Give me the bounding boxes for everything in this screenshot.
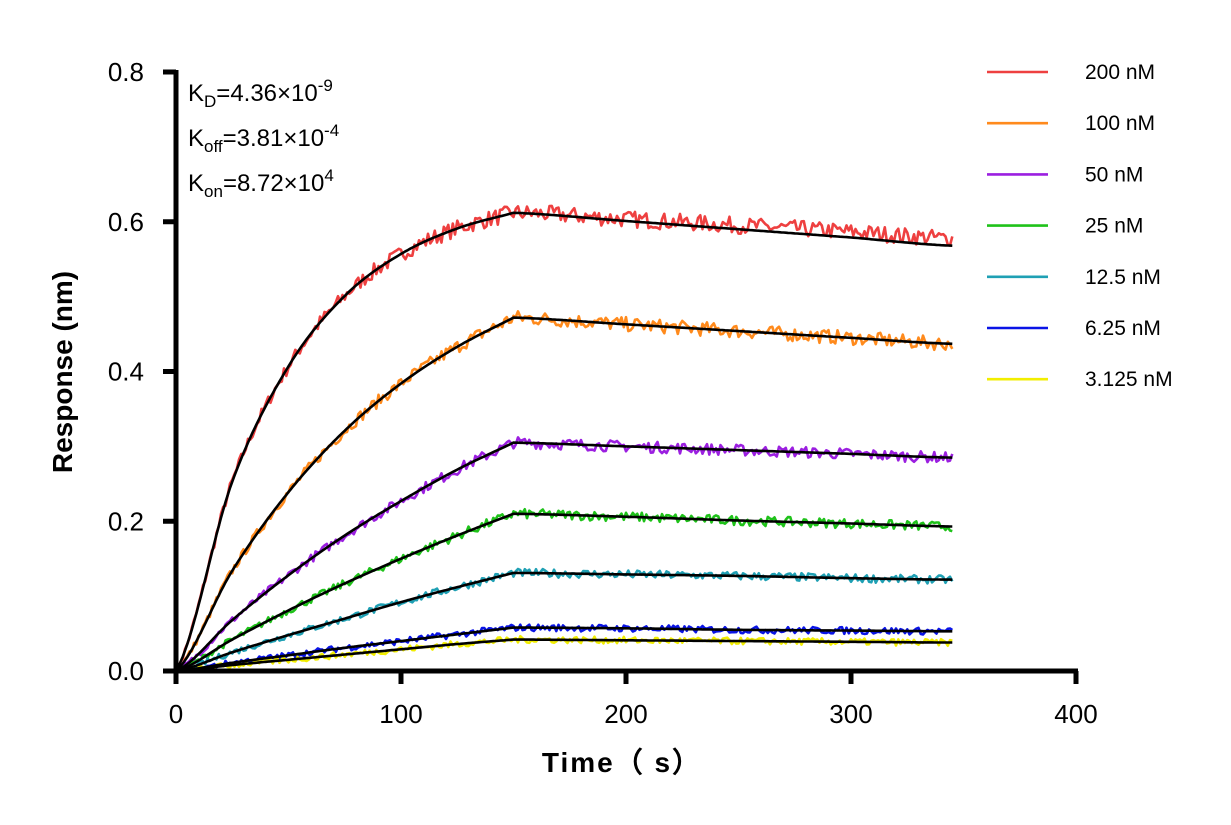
y-axis-title: Response (nm) [47,271,78,473]
legend-label: 25 nM [1085,215,1143,238]
x-tick-label: 0 [169,699,183,729]
fit-curve-3.125-nM [175,638,953,673]
raw-curves [174,204,954,673]
y-tick-label: 0.8 [108,57,144,87]
x-tick-label: 100 [379,699,422,729]
legend-label: 3.125 nM [1085,368,1173,391]
legend-item: 200 nM [987,61,1155,84]
legend-item: 25 nM [987,215,1143,238]
y-tick-label: 0.0 [108,656,144,686]
kinetic-constants: KD=4.36×10-9 Koff=3.81×10-4 Kon=8.72×104 [188,76,339,201]
fit-curve-6.25-nM [175,626,953,673]
axes [163,69,1079,684]
kinetic-constant-on: Kon=8.72×104 [188,166,334,201]
fit-curve-25-nM [175,512,953,673]
fit-curve-12.5-nM [175,571,953,673]
x-axis-title: Time（ s） [542,746,702,778]
fit-curve-100-nM [175,316,953,672]
legend: 200 nM 100 nM 50 nM 25 nM 12.5 nM 6.25 nM 3.12… [987,61,1173,391]
y-tick-label: 0.4 [108,357,144,387]
fit-curve-200-nM [174,211,953,672]
legend-label: 200 nM [1085,61,1155,84]
x-tick-label: 300 [829,699,872,729]
fit-curves [174,211,953,673]
legend-item: 3.125 nM [987,368,1173,391]
legend-label: 6.25 nM [1085,317,1161,340]
kinetic-constant-off: Koff=3.81×10-4 [188,121,339,156]
legend-item: 100 nM [987,112,1155,135]
raw-curve-25-nM [175,508,953,673]
legend-item: 50 nM [987,163,1143,186]
y-tick-label: 0.2 [108,506,144,536]
legend-label: 50 nM [1085,163,1143,186]
x-tick-label: 200 [604,699,647,729]
y-tick-label: 0.6 [108,207,144,237]
raw-curve-200-nM [174,204,954,672]
legend-item: 12.5 nM [987,266,1161,289]
x-tick-label: 400 [1054,699,1097,729]
legend-label: 100 nM [1085,112,1155,135]
fit-curve-50-nM [175,441,953,673]
legend-label: 12.5 nM [1085,266,1161,289]
tick-labels: 0 100 200 300 400 0.0 0.2 0.4 0.6 0.8 [108,57,1098,729]
legend-item: 6.25 nM [987,317,1161,340]
kinetic-constant-D: KD=4.36×10-9 [188,76,333,111]
raw-curve-100-nM [175,310,954,672]
